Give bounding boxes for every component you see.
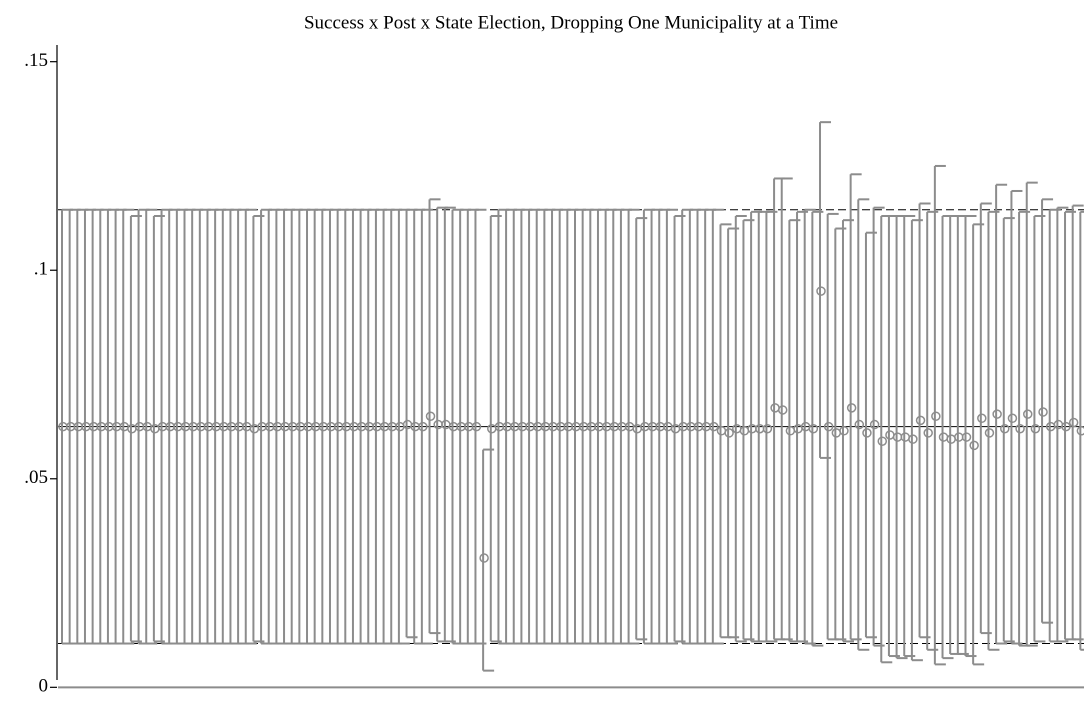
point — [479, 553, 489, 563]
point — [915, 415, 926, 426]
point — [877, 436, 888, 446]
y-tick-label: .1 — [34, 259, 48, 280]
point — [823, 421, 834, 432]
point — [777, 405, 788, 415]
point — [862, 428, 872, 438]
point — [984, 428, 995, 438]
point — [869, 419, 880, 430]
point — [762, 423, 773, 434]
point — [1068, 417, 1079, 428]
point — [816, 286, 826, 296]
y-tick-label: .05 — [24, 467, 48, 488]
point — [969, 440, 979, 451]
point — [1061, 421, 1071, 432]
point — [1076, 426, 1084, 436]
point — [808, 423, 819, 434]
point — [471, 421, 482, 432]
point — [425, 411, 436, 421]
point — [846, 403, 857, 413]
point — [992, 409, 1002, 419]
point — [418, 421, 428, 432]
point — [923, 428, 933, 438]
point — [1022, 409, 1033, 419]
y-tick-label: 0 — [39, 676, 49, 697]
point — [1038, 407, 1048, 417]
point — [854, 419, 865, 430]
point — [724, 428, 734, 438]
point — [839, 426, 849, 436]
point — [977, 413, 987, 424]
point — [709, 421, 719, 432]
point — [1015, 423, 1025, 434]
point — [961, 432, 972, 442]
y-tick-label: .15 — [24, 50, 48, 71]
point — [1007, 413, 1018, 424]
chart-title: Success x Post x State Election, Droppin… — [304, 12, 838, 33]
point — [1000, 423, 1010, 434]
point — [1030, 423, 1041, 434]
point — [931, 411, 941, 421]
point — [908, 434, 918, 444]
